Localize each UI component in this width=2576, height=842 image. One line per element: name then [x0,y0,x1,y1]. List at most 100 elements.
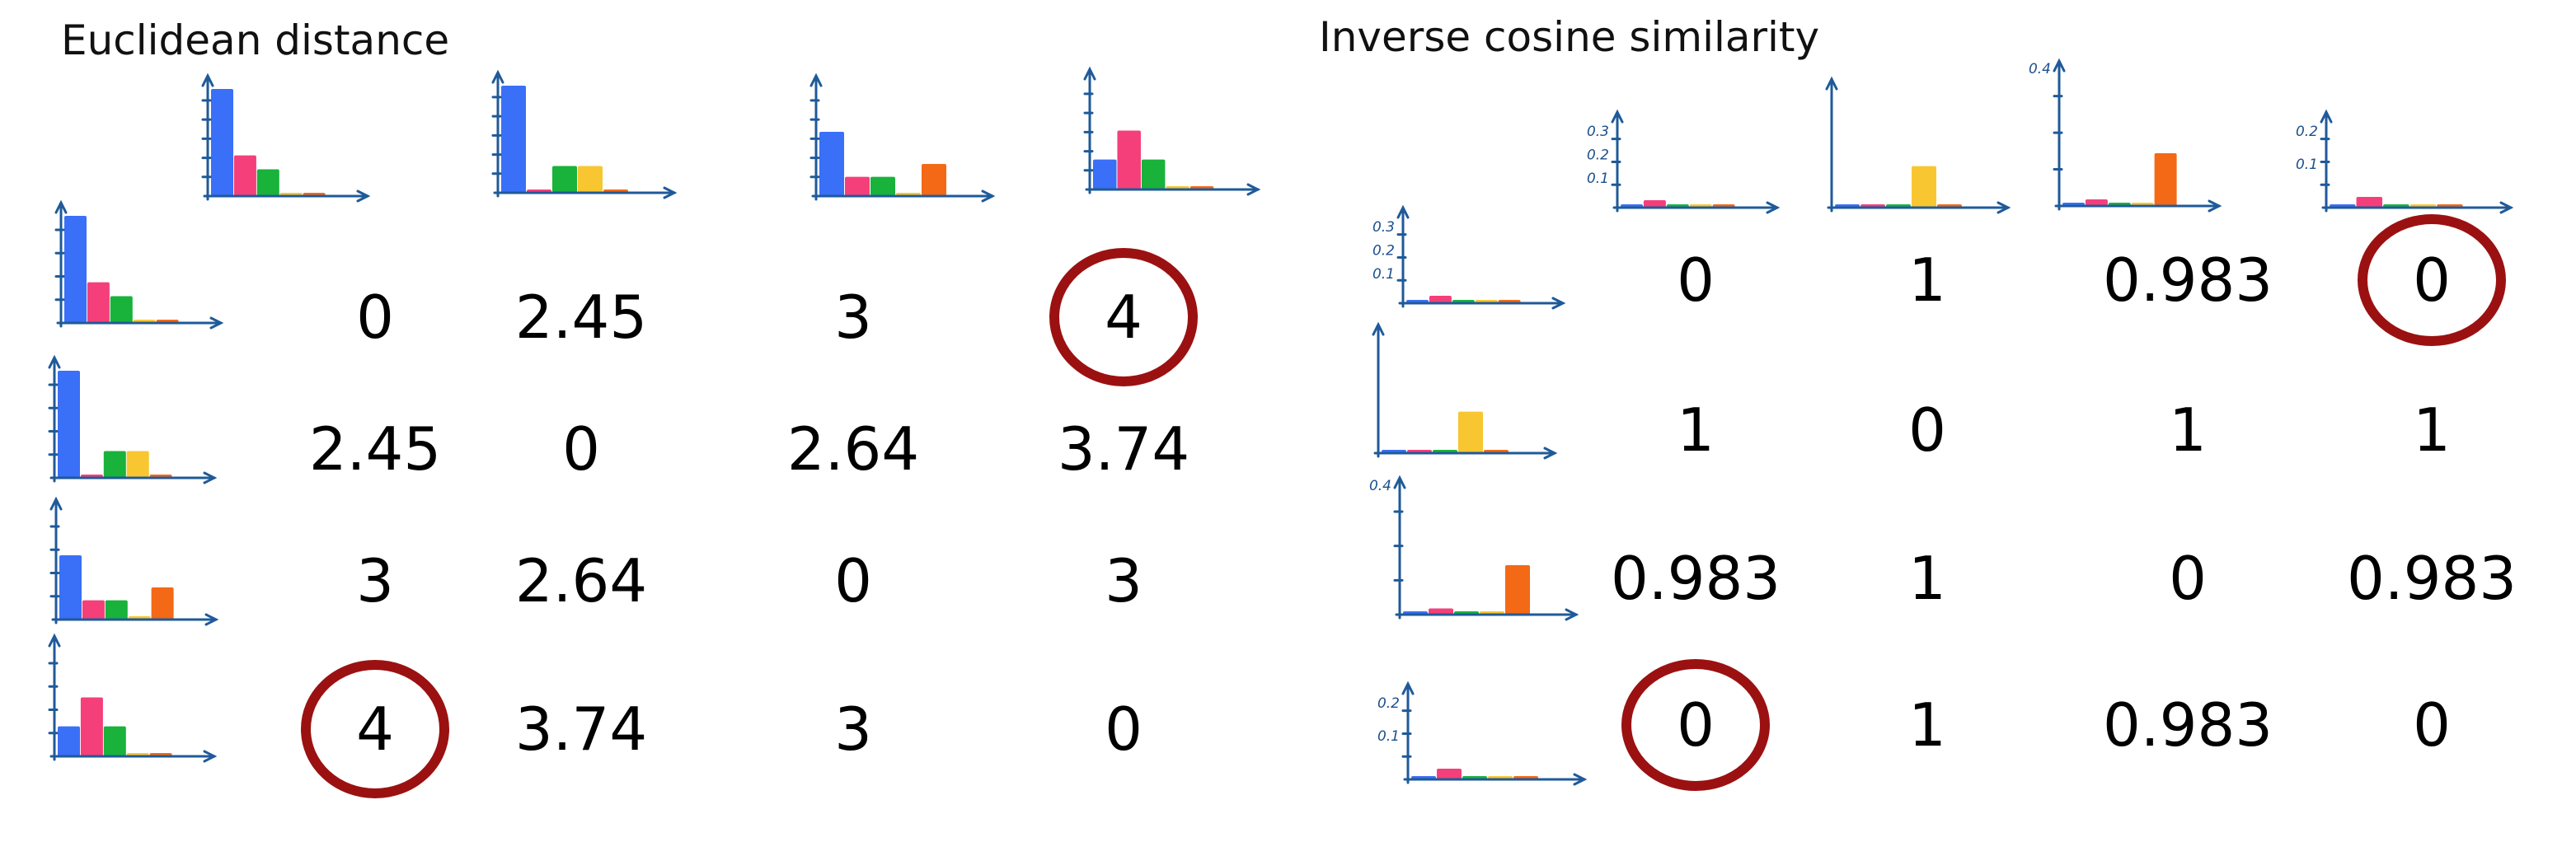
euclid-row-3-bar-pink [82,600,105,620]
cosine-row-2-y-arrow-icon [1372,321,1385,336]
cosine-row-2-x-arrow-icon [1543,447,1558,460]
euclid-row-3-bar-orange [151,587,174,620]
euclid-cell-r3-c2: 2.64 [515,546,647,615]
euclid-col-4-bar-green [1141,159,1166,189]
euclid-col-4-mini-chart [1083,66,1261,196]
euclid-row-3-bar-blue [59,555,82,620]
cosine-title: Inverse cosine similarity [1319,13,1819,61]
cosine-cell-r2-c3: 1 [2169,395,2207,465]
cosine-col-1-mini-chart: 0.3 0.2 0.1 [1587,109,1781,214]
euclid-cell-r1-c4: 4 [1105,283,1143,352]
cosine-cell-r4-c3: 0.983 [2103,690,2273,760]
cosine-row-3-bar-pink [1429,608,1453,615]
euclid-row-1-x-arrow-icon [209,316,224,330]
cosine-cell-r4-c4: 0 [2413,690,2451,760]
euclid-row-1-y-arrow-icon [54,199,68,214]
euclid-highlight-circle-r4-c1 [301,660,449,798]
euclid-cell-r2-c3: 2.64 [787,414,919,484]
cosine-col-4-tick-label: 0.1 [2296,157,2318,173]
cosine-row-4-mini-chart: 0.2 0.1 [1377,681,1588,786]
euclid-cell-r3-c3: 0 [834,546,872,615]
cosine-col-2-mini-chart [1825,76,2011,214]
euclid-col-2-y-arrow-icon [491,69,504,84]
cosine-col-3-bar-orange [2154,153,2177,206]
cosine-cell-r1-c1: 0 [1677,246,1715,315]
cosine-col-4-tick-label: 0.2 [2296,124,2318,140]
euclid-col-1-bar-blue [211,89,233,196]
euclid-cell-r3-c4: 3 [1105,546,1143,615]
euclid-col-1-bar-pink [233,155,256,196]
euclid-col-3-bar-pink [845,176,870,196]
cosine-col-2-x-arrow-icon [1997,201,2011,214]
cosine-cell-r1-c4: 0 [2413,246,2451,315]
euclid-row-4-y-arrow-icon [48,633,61,648]
cosine-col-1-tick-label: 0.2 [1587,147,1609,164]
euclid-row-2-bar-blue [58,371,80,478]
cosine-cell-r3-c1: 0.983 [1611,544,1781,613]
cosine-row-1-tick-label: 0.1 [1372,266,1395,283]
cosine-highlight-circle-r1-c4 [2358,214,2506,346]
euclid-row-2-mini-chart [48,354,218,484]
euclid-cell-r4-c4: 0 [1105,695,1143,764]
cosine-col-1-x-arrow-icon [1766,201,1781,214]
euclidean-panel: 0 2.45 3 4 2.45 0 2.64 3.74 3 2.64 0 3 4 3.74 3 0 [48,66,1261,798]
euclid-col-4-bar-pink [1117,130,1141,189]
euclid-row-1-bar-pink [87,282,110,323]
euclid-col-1-bar-green [256,169,279,196]
euclid-col-3-mini-chart [809,73,996,203]
cosine-col-4-y-arrow-icon [2320,109,2333,124]
euclid-row-1-bar-blue [64,216,87,323]
cosine-cell-r2-c2: 0 [1908,395,1946,465]
cosine-cell-r4-c2: 1 [1908,690,1946,760]
cosine-col-1-y-arrow-icon [1611,109,1624,124]
cosine-col-3-x-arrow-icon [2208,199,2222,213]
euclid-cell-r1-c1: 0 [356,283,394,352]
cosine-row-1-mini-chart: 0.3 0.2 0.1 [1372,204,1566,310]
euclid-cell-r4-c1: 4 [356,695,394,764]
cosine-row-3-tick-label: 0.4 [1369,478,1391,494]
euclid-row-2-bar-yellow [126,451,149,478]
cosine-row-4-bar-pink [1437,769,1462,779]
cosine-row-2-mini-chart [1372,321,1558,460]
euclid-col-3-bar-green [870,176,895,196]
euclid-cell-r2-c2: 0 [562,414,600,484]
euclid-col-2-bar-green [552,166,577,193]
cosine-cell-r4-c1: 0 [1677,690,1715,760]
euclid-cell-r4-c2: 3.74 [515,695,647,764]
euclid-cell-r1-c2: 2.45 [515,283,647,352]
cosine-col-2-bar-yellow [1912,166,1936,208]
cosine-cell-r3-c2: 1 [1908,544,1946,613]
euclid-row-4-bar-green [103,726,126,756]
cosine-cell-r1-c3: 0.983 [2103,246,2273,315]
cosine-cell-r2-c4: 1 [2413,395,2451,465]
euclid-col-2-bar-yellow [578,166,603,193]
euclid-highlight-circle-r1-c4 [1049,248,1198,386]
euclid-row-1-bar-green [110,296,133,323]
cosine-row-3-x-arrow-icon [1565,608,1579,621]
euclid-col-3-x-arrow-icon [981,189,996,203]
cosine-row-4-x-arrow-icon [1573,773,1588,786]
euclid-col-4-y-arrow-icon [1083,66,1096,81]
euclid-col-1-mini-chart [201,73,371,203]
euclid-cell-r2-c4: 3.74 [1058,414,1189,484]
cosine-col-4-bar-pink [2356,197,2383,208]
euclid-row-4-x-arrow-icon [203,750,218,763]
cosine-row-1-x-arrow-icon [1551,297,1566,310]
cosine-cell-r3-c3: 0 [2169,544,2207,613]
euclid-col-2-bar-blue [501,86,526,193]
euclid-row-3-y-arrow-icon [49,496,63,511]
cosine-col-3-tick-label: 0.4 [2029,61,2051,77]
euclid-cell-r1-c3: 3 [834,283,872,352]
euclid-row-4-mini-chart [48,633,218,763]
euclid-col-2-mini-chart [491,69,678,199]
cosine-col-3-y-arrow-icon [2053,58,2066,73]
euclid-col-3-bar-blue [819,132,844,196]
euclid-row-3-bar-green [105,600,128,620]
cosine-col-4-x-arrow-icon [2499,201,2514,214]
cosine-col-2-y-arrow-icon [1825,76,1838,91]
cosine-row-1-tick-label: 0.2 [1372,243,1395,260]
euclid-row-2-x-arrow-icon [203,471,218,484]
euclid-row-1-mini-chart [54,199,224,330]
cosine-panel: 0.3 0.2 0.1 0.4 0.2 0.1 0.3 0.2 0.1 0.4 0.2 0.1 0 1 0.… [1369,58,2517,791]
